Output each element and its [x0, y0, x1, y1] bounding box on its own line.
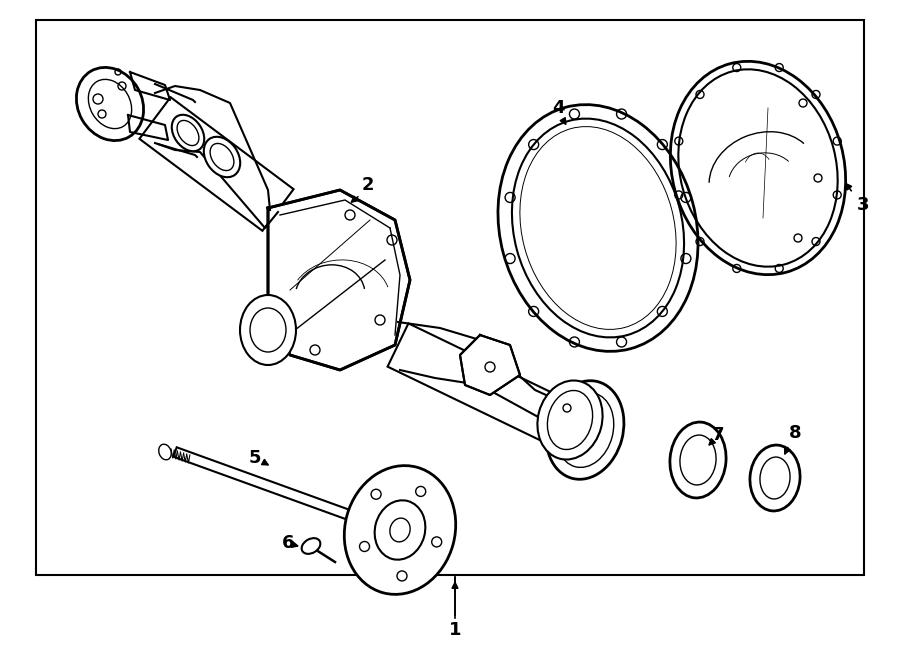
Polygon shape	[174, 447, 387, 533]
Text: 3: 3	[857, 196, 869, 214]
Ellipse shape	[158, 444, 171, 460]
Ellipse shape	[345, 465, 455, 594]
Ellipse shape	[670, 422, 726, 498]
Bar	[36, 20, 864, 575]
Ellipse shape	[240, 295, 296, 365]
Polygon shape	[388, 323, 580, 449]
Ellipse shape	[172, 115, 204, 151]
Text: 2: 2	[362, 176, 374, 194]
Polygon shape	[268, 190, 410, 370]
Ellipse shape	[537, 381, 603, 459]
Ellipse shape	[546, 381, 624, 479]
Text: 1: 1	[449, 621, 461, 639]
Polygon shape	[140, 97, 293, 231]
Text: 4: 4	[552, 99, 564, 117]
Text: 7: 7	[712, 426, 724, 444]
Ellipse shape	[203, 137, 240, 177]
Ellipse shape	[302, 538, 320, 554]
Polygon shape	[460, 335, 520, 395]
Text: 6: 6	[282, 534, 294, 552]
Ellipse shape	[76, 67, 144, 141]
Text: 5: 5	[248, 449, 261, 467]
Ellipse shape	[750, 445, 800, 511]
Text: 8: 8	[788, 424, 801, 442]
